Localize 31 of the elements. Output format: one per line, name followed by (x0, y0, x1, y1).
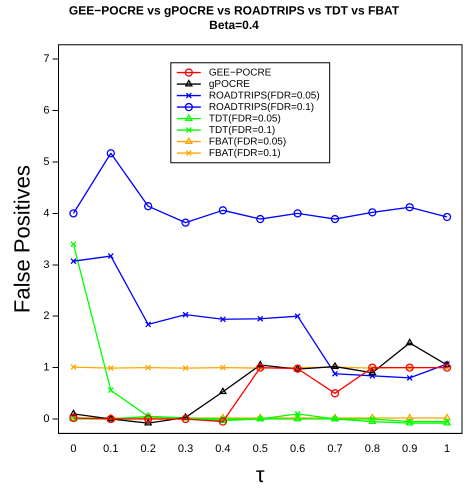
legend-label: ROADTRIPS(FDR=0.1) (208, 102, 314, 113)
x-axis-title: τ (256, 462, 265, 487)
legend-label: TDT(FDR=0.05) (208, 113, 281, 124)
y-tick-label: 2 (43, 310, 50, 322)
x-tick-label: 0.2 (140, 443, 156, 456)
legend-label: FBAT(FDR=0.1) (208, 148, 281, 159)
x-tick-label: 0.8 (364, 443, 380, 456)
y-tick-label: 4 (43, 207, 50, 220)
y-axis-title: False Positives (9, 165, 34, 314)
x-tick-label: 0 (70, 443, 77, 456)
x-tick-label: 0.9 (402, 443, 418, 456)
y-tick-label: 1 (43, 362, 50, 374)
y-tick-label: 5 (43, 156, 50, 168)
x-tick-label: 0.6 (290, 443, 306, 456)
x-tick-label: 0.3 (178, 443, 194, 456)
legend-label: TDT(FDR=0.1) (208, 124, 276, 136)
chart-title: GEE−POCRE vs gPOCRE vs ROADTRIPS vs TDT vs FBAT (68, 4, 400, 18)
legend-label: FBAT(FDR=0.05) (208, 136, 286, 148)
legend-label: gPOCRE (208, 78, 250, 90)
x-tick-label: 0.1 (103, 443, 118, 456)
x-tick-label: 1 (444, 443, 450, 456)
y-tick-label: 7 (43, 53, 50, 66)
y-tick-label: 3 (43, 258, 50, 271)
x-tick-label: 0.5 (252, 443, 268, 456)
y-tick-label: 6 (43, 104, 50, 117)
y-tick-label: 0 (43, 413, 50, 426)
chart-subtitle: Beta=0.4 (209, 18, 260, 32)
legend-label: ROADTRIPS(FDR=0.05) (208, 90, 320, 102)
legend-label: GEE−POCRE (208, 67, 272, 78)
x-tick-label: 0.7 (327, 443, 343, 456)
x-tick-label: 0.4 (215, 443, 231, 456)
